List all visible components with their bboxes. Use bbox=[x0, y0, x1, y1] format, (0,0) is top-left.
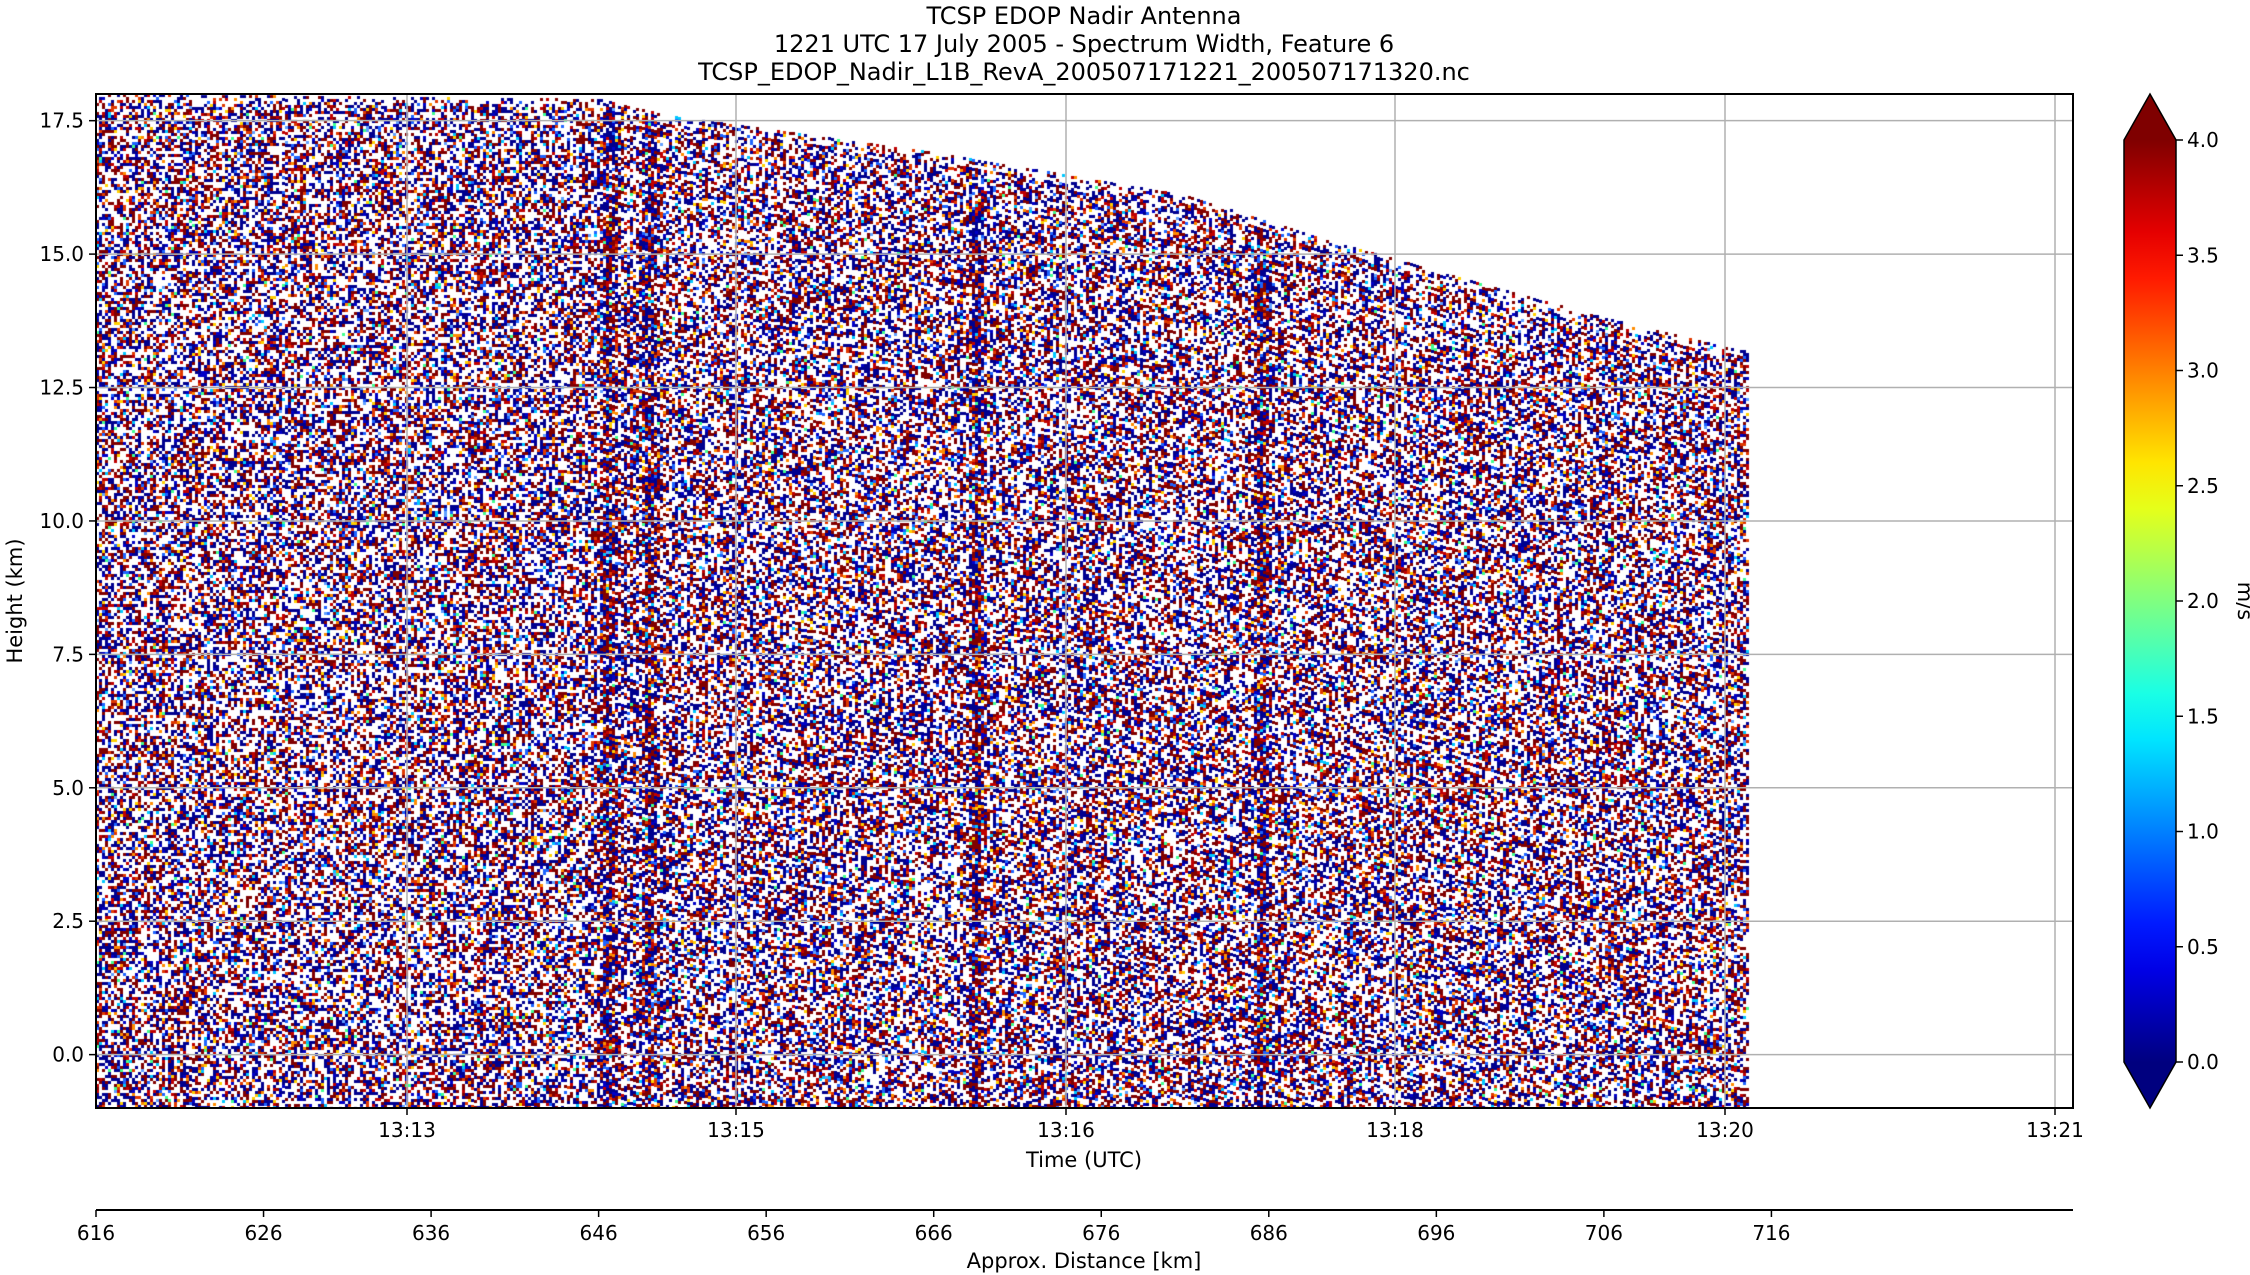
plot-area: 0.02.55.07.510.012.515.017.5 13:13 13:15 1… bbox=[3, 93, 2084, 1172]
y-axis-label: Height (km) bbox=[3, 538, 27, 663]
colorbar: 0.0 0.5 1.0 1.5 2.0 2.5 3.0 3.5 4.0 m/s bbox=[2123, 92, 2250, 1110]
colorbar-tick-label: 0.0 bbox=[2187, 1050, 2219, 1074]
y-tick-label: 5.0 bbox=[52, 776, 84, 800]
x-tick-label: 13:18 bbox=[1366, 1118, 1424, 1142]
distance-axis-label: Approx. Distance [km] bbox=[967, 1249, 1202, 1273]
chart-title-line: TCSP EDOP Nadir Antenna bbox=[926, 2, 1242, 30]
chart-title-line: 1221 UTC 17 July 2005 - Spectrum Width, … bbox=[774, 30, 1394, 58]
distance-tick-label: 686 bbox=[1250, 1221, 1288, 1245]
x-tick-label: 13:21 bbox=[2026, 1118, 2084, 1142]
y-tick-label: 15.0 bbox=[39, 242, 84, 266]
colorbar-tick-label: 2.5 bbox=[2187, 474, 2219, 498]
colorbar-label: m/s bbox=[2233, 582, 2250, 620]
x-tick-label: 13:15 bbox=[707, 1118, 765, 1142]
y-tick-label: 7.5 bbox=[52, 642, 84, 666]
colorbar-gradient bbox=[2124, 140, 2176, 1062]
y-tick-label: 10.0 bbox=[39, 509, 84, 533]
y-tick-label: 17.5 bbox=[39, 109, 84, 133]
x-axis-label: Time (UTC) bbox=[1025, 1148, 1142, 1172]
colorbar-over-triangle bbox=[2124, 94, 2176, 140]
distance-tick-label: 706 bbox=[1585, 1221, 1623, 1245]
x-tick-label: 13:20 bbox=[1696, 1118, 1754, 1142]
distance-tick-label: 646 bbox=[580, 1221, 618, 1245]
plot-frame bbox=[95, 93, 2074, 1109]
y-tick-label: 2.5 bbox=[52, 909, 84, 933]
colorbar-tick-label: 2.0 bbox=[2187, 589, 2219, 613]
distance-tick-label: 666 bbox=[915, 1221, 953, 1245]
colorbar-under-triangle bbox=[2124, 1062, 2176, 1108]
y-tick-label: 12.5 bbox=[39, 376, 84, 400]
colorbar-tick-label: 0.5 bbox=[2187, 935, 2219, 959]
colorbar-tick-label: 1.0 bbox=[2187, 820, 2219, 844]
distance-axis: Approx. Distance [km] 616 626 636 646 656 666… bbox=[77, 1209, 2073, 1273]
grid bbox=[96, 94, 2073, 1108]
spectrum-width-field bbox=[96, 94, 2073, 1108]
distance-tick-label: 626 bbox=[244, 1221, 282, 1245]
chart-title-line: TCSP_EDOP_Nadir_L1B_RevA_200507171221_20… bbox=[697, 58, 1470, 86]
colorbar-ticks: 0.0 0.5 1.0 1.5 2.0 2.5 3.0 3.5 4.0 bbox=[2176, 128, 2219, 1074]
distance-tick-label: 676 bbox=[1082, 1221, 1120, 1245]
distance-tick-label: 616 bbox=[77, 1221, 115, 1245]
distance-tick-label: 716 bbox=[1752, 1221, 1790, 1245]
colorbar-tick-label: 3.0 bbox=[2187, 359, 2219, 383]
y-axis: 0.0 2.5 5.0 7.5 10.0 12.5 15.0 17.5 bbox=[39, 109, 96, 1067]
colorbar-tick-label: 1.5 bbox=[2187, 704, 2219, 728]
y-tick-label: 0.0 bbox=[52, 1043, 84, 1067]
colorbar-tick-label: 4.0 bbox=[2187, 128, 2219, 152]
distance-tick-label: 636 bbox=[412, 1221, 450, 1245]
x-tick-label: 13:13 bbox=[378, 1118, 436, 1142]
distance-tick-label: 696 bbox=[1417, 1221, 1455, 1245]
colorbar-tick-label: 3.5 bbox=[2187, 243, 2219, 267]
x-axis: 13:13 13:15 13:16 13:18 13:20 13:21 bbox=[378, 1108, 2084, 1142]
x-tick-label: 13:16 bbox=[1037, 1118, 1095, 1142]
distance-tick-label: 656 bbox=[747, 1221, 785, 1245]
